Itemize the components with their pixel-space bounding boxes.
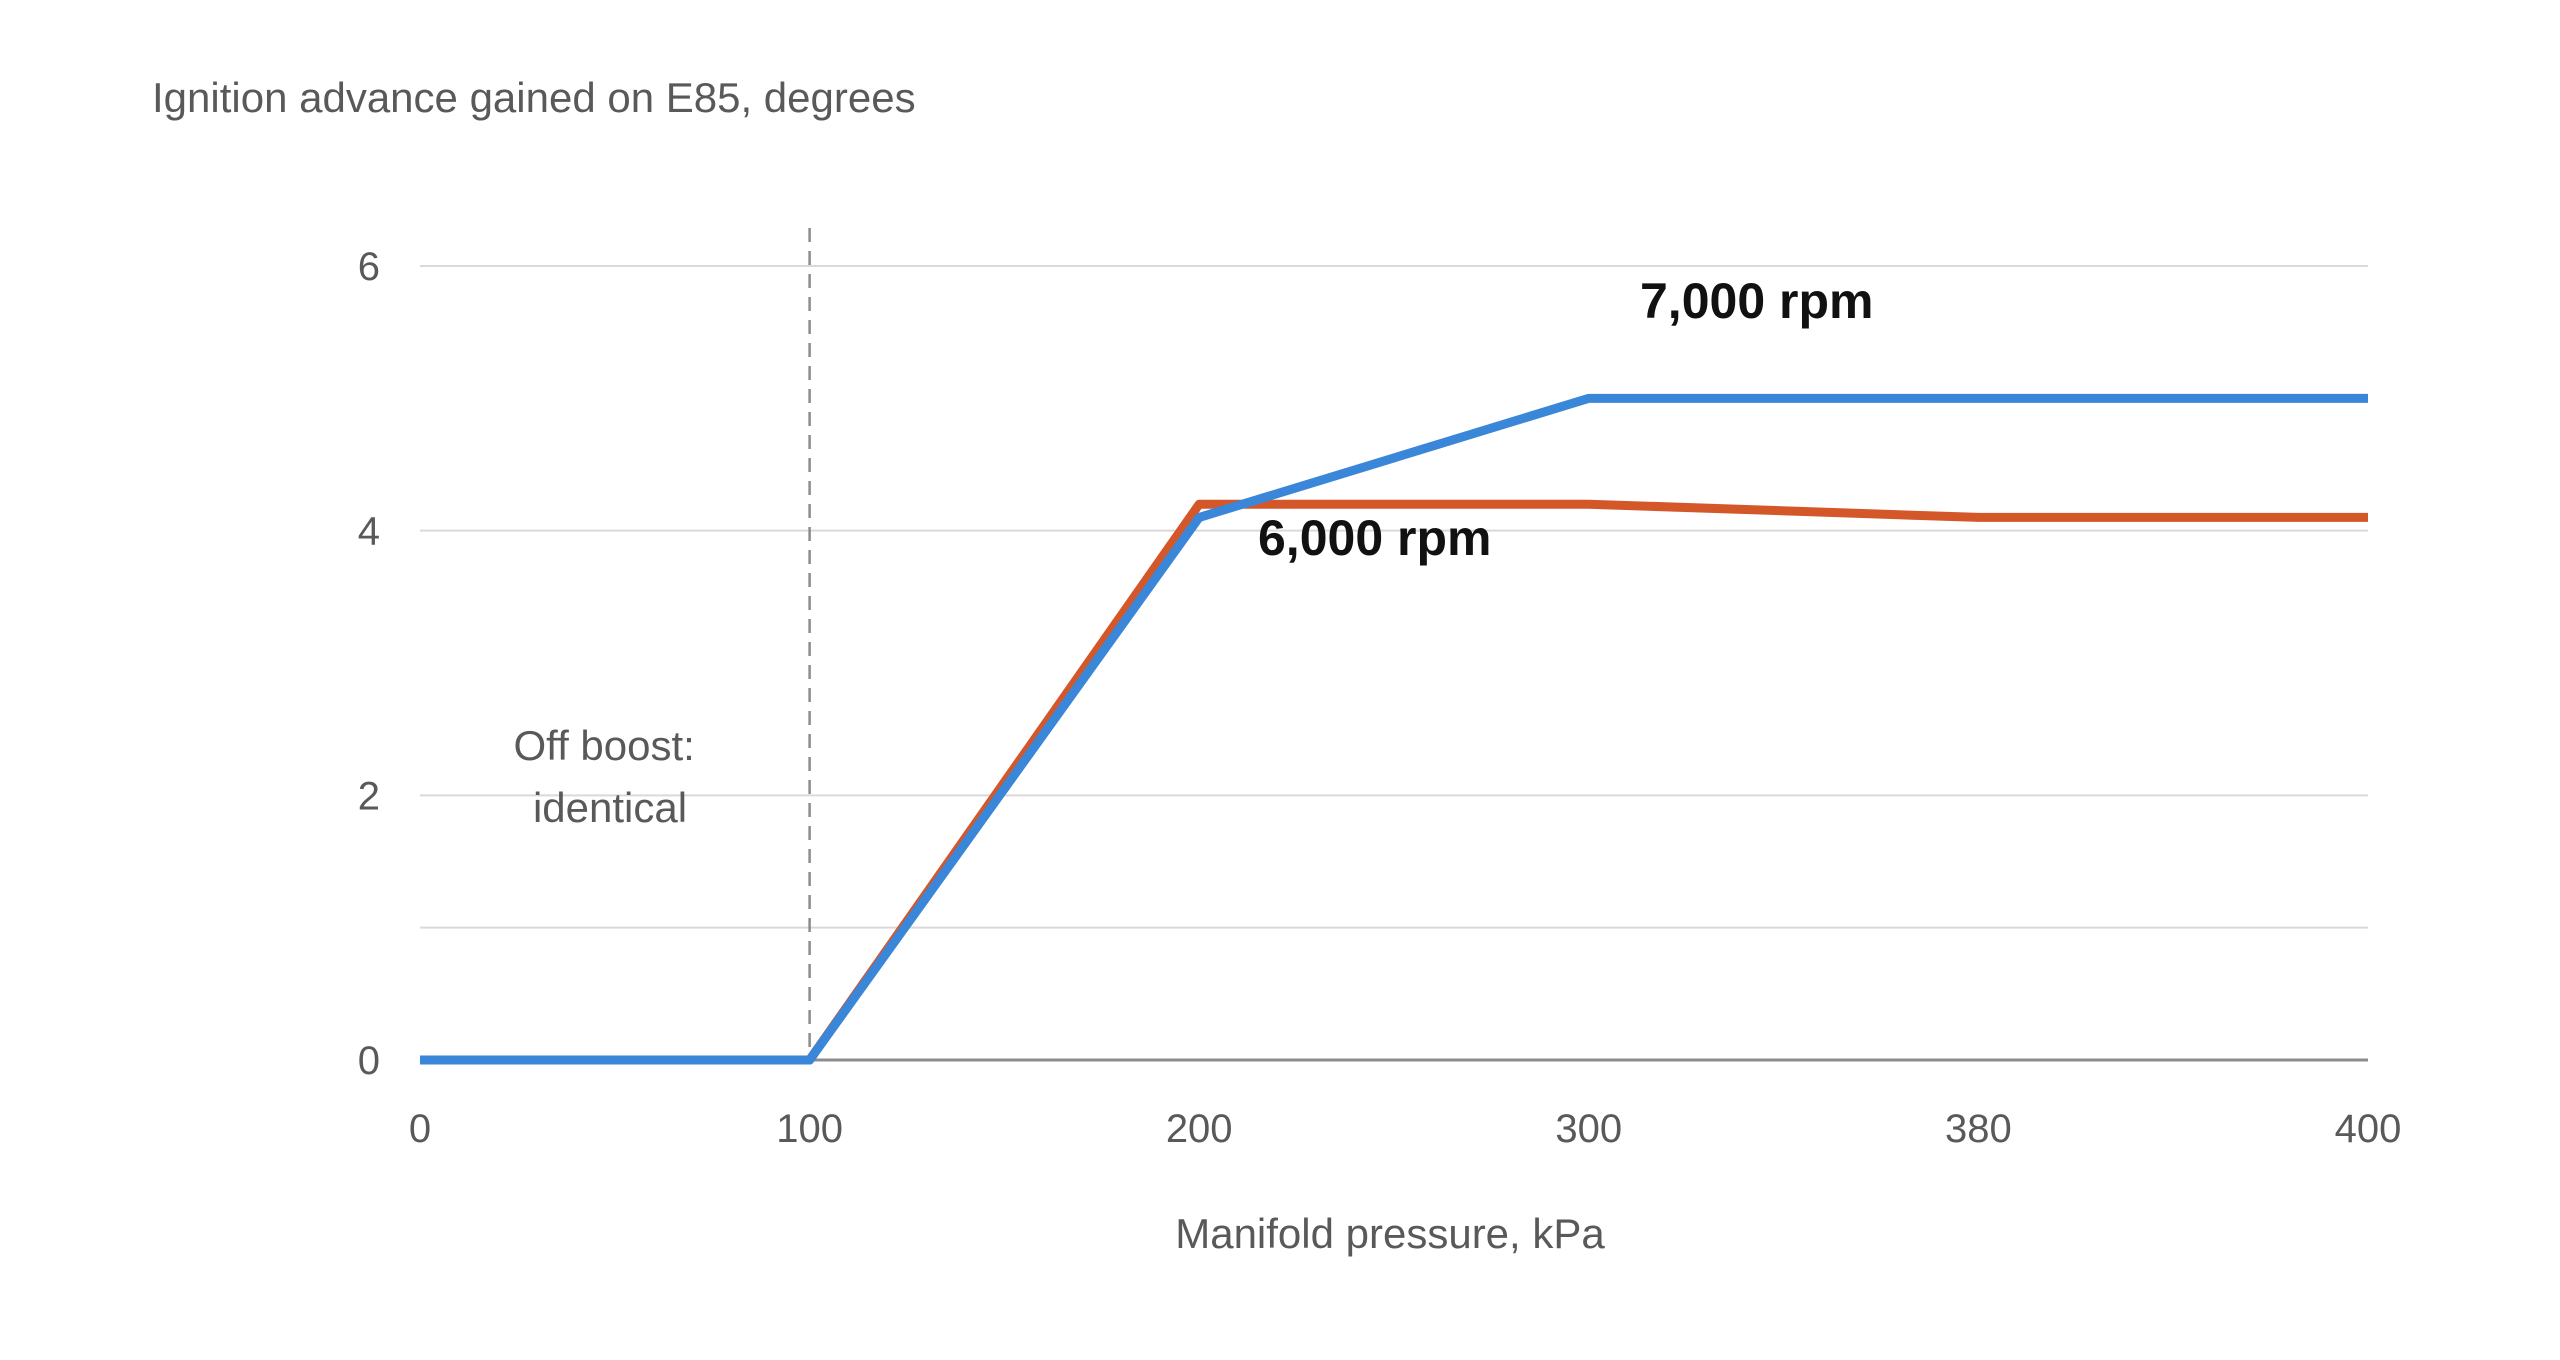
chart-title: Ignition advance gained on E85, degrees	[152, 74, 916, 121]
x-tick-label-380: 380	[1945, 1107, 2012, 1151]
off-boost-annotation: Off boost: identical	[513, 722, 706, 831]
y-tick-label-0: 0	[358, 1039, 380, 1083]
x-tick-labels: 0 100 200 300 380 400	[409, 1107, 2402, 1151]
series-label-6000-rpm: 6,000 rpm	[1258, 510, 1491, 566]
y-tick-labels: 0 2 4 6	[358, 245, 380, 1083]
annotation-line-2: identical	[533, 784, 687, 831]
series-lines	[420, 393, 2368, 1065]
series-line-6-000-rpm	[420, 499, 2368, 1065]
x-axis-title: Manifold pressure, kPa	[1175, 1210, 1605, 1257]
x-tick-label-100: 100	[776, 1107, 843, 1151]
y-tick-label-2: 2	[358, 774, 380, 818]
annotation-line-1: Off boost:	[513, 722, 694, 769]
x-tick-label-200: 200	[1166, 1107, 1233, 1151]
series-label-7000-rpm: 7,000 rpm	[1640, 273, 1873, 329]
gridlines	[420, 265, 2368, 1062]
x-tick-label-300: 300	[1555, 1107, 1622, 1151]
x-tick-label-400: 400	[2335, 1107, 2402, 1151]
series-line-7-000-rpm	[420, 393, 2368, 1065]
y-tick-label-6: 6	[358, 245, 380, 289]
y-tick-label-4: 4	[358, 510, 380, 554]
x-tick-label-0: 0	[409, 1107, 431, 1151]
